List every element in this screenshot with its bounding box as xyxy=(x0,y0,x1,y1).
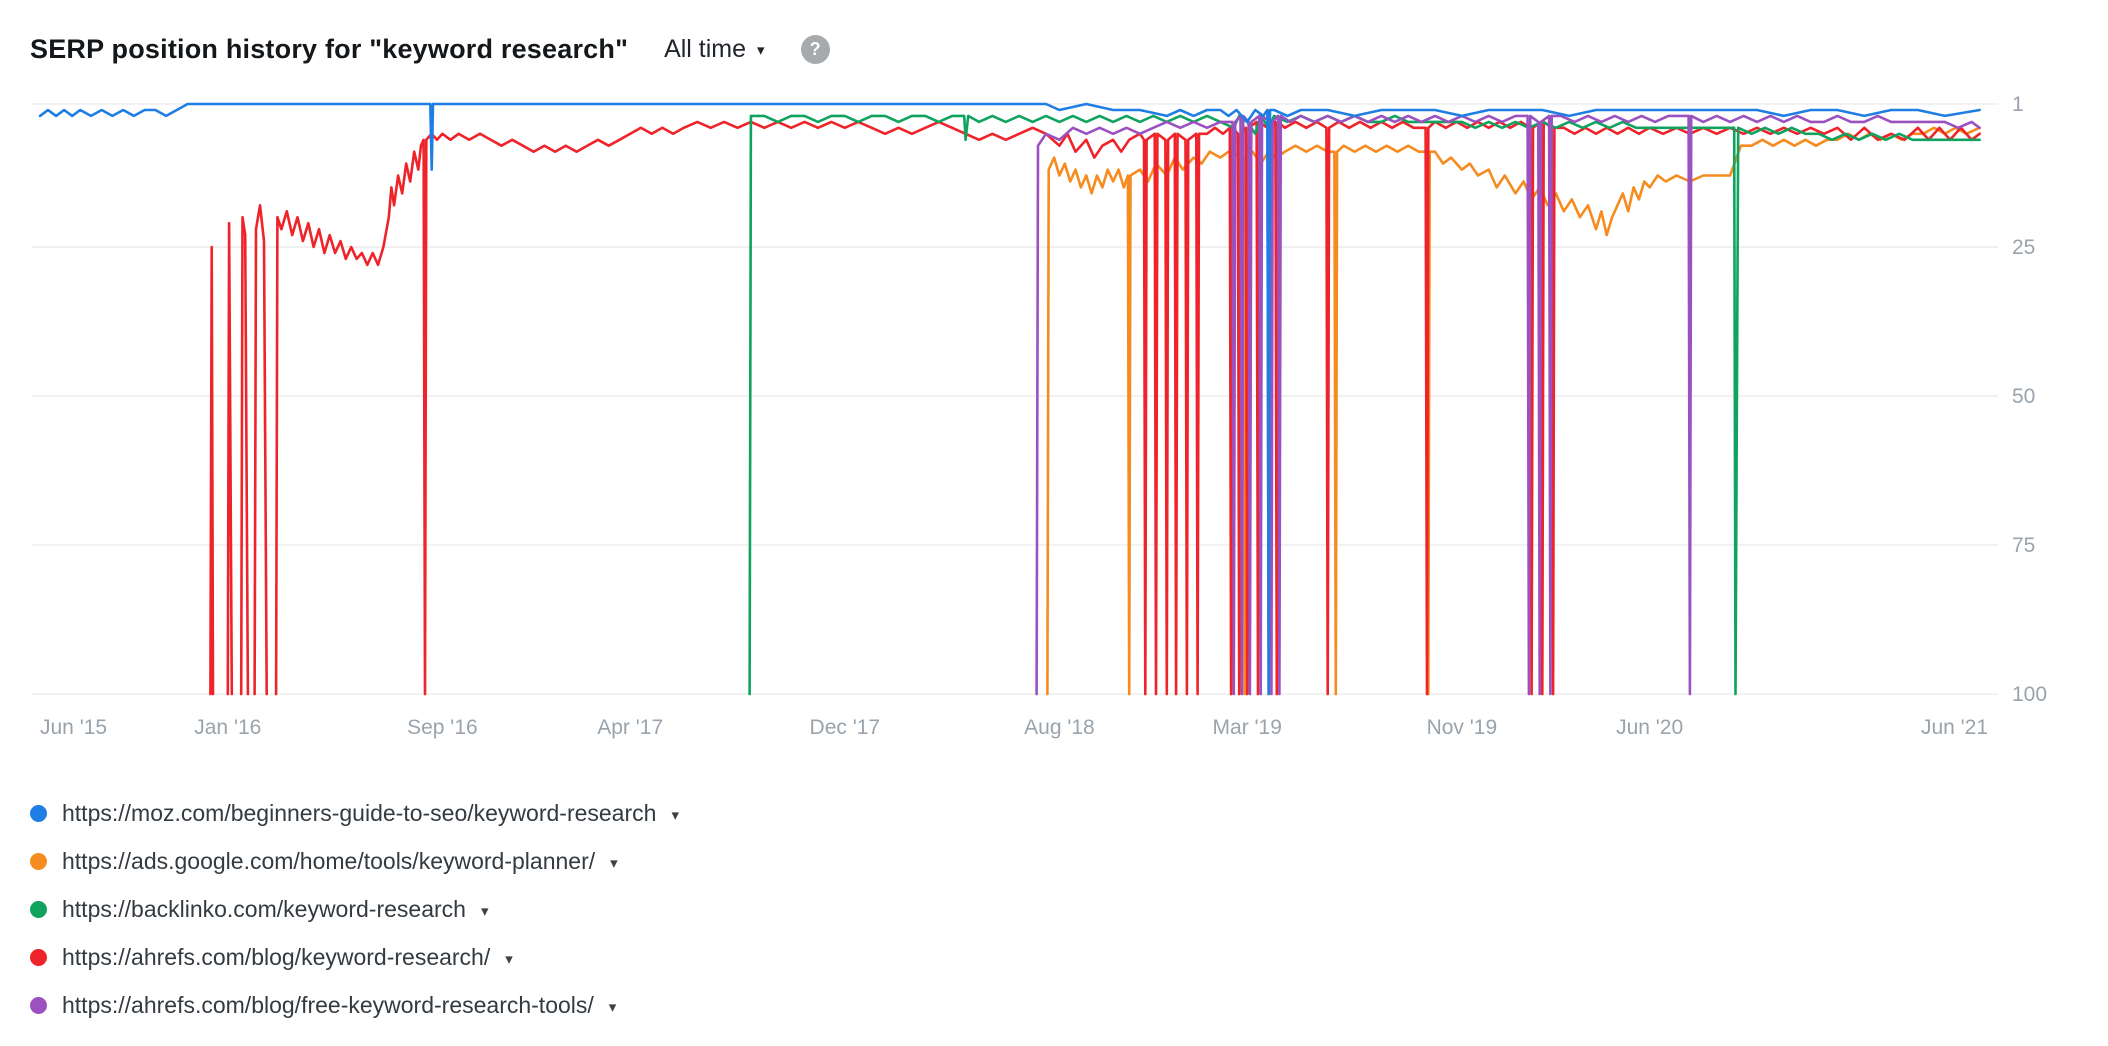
y-axis-tick: 1 xyxy=(2012,93,2024,116)
x-axis-tick: Nov '19 xyxy=(1427,716,1498,739)
legend-url-label: https://ads.google.com/home/tools/keywor… xyxy=(62,847,596,874)
x-axis-tick: Jun '15 xyxy=(40,716,107,739)
y-axis-tick: 75 xyxy=(2012,534,2035,557)
series-line xyxy=(253,204,269,696)
x-axis-tick: Jun '21 xyxy=(1921,716,1988,739)
time-range-label: All time xyxy=(664,34,747,63)
series-line xyxy=(274,120,1981,696)
y-axis-tick: 100 xyxy=(2012,683,2047,706)
x-axis-tick: Sep '16 xyxy=(407,716,478,739)
time-range-selector[interactable]: All time ▾ xyxy=(664,35,765,64)
legend-item[interactable]: https://ads.google.com/home/tools/keywor… xyxy=(30,837,618,885)
legend-url-label: https://ahrefs.com/blog/keyword-research… xyxy=(62,943,491,970)
chart-area: 1 25 50 75 100 Jun '15 Jan '16 Sep '16 Apr '17 De… xyxy=(0,74,2108,769)
series-line xyxy=(38,102,1981,696)
series-line xyxy=(1046,126,1981,696)
x-axis-tick: Aug '18 xyxy=(1024,716,1095,739)
chevron-down-icon: ▾ xyxy=(608,999,617,1016)
legend-url-label: https://backlinko.com/keyword-research xyxy=(62,895,466,922)
series-color-dot xyxy=(30,948,47,966)
chart-header: SERP position history for "keyword resea… xyxy=(0,0,2108,66)
x-axis-tick: Dec '17 xyxy=(810,716,881,739)
x-axis-tick: Jun '20 xyxy=(1616,716,1683,739)
series-color-dot xyxy=(30,900,47,918)
y-axis-tick: 25 xyxy=(2012,236,2035,259)
legend-item[interactable]: https://ahrefs.com/blog/keyword-research… xyxy=(30,933,513,981)
legend-item[interactable]: https://backlinko.com/keyword-research ▾ xyxy=(30,885,488,933)
serp-chart[interactable]: 1 25 50 75 100 Jun '15 Jan '16 Sep '16 Apr '17 De… xyxy=(0,74,2108,764)
legend: https://moz.com/beginners-guide-to-seo/k… xyxy=(0,789,2108,1029)
chevron-down-icon: ▾ xyxy=(671,807,679,824)
chevron-down-icon: ▾ xyxy=(757,42,765,59)
x-axis-tick: Jan '16 xyxy=(194,716,261,739)
series-line xyxy=(239,215,250,696)
series-color-dot xyxy=(30,996,47,1014)
y-axis-tick: 50 xyxy=(2012,385,2035,408)
series-line xyxy=(209,245,215,696)
page-title: SERP position history for "keyword resea… xyxy=(30,33,629,64)
legend-item[interactable]: https://ahrefs.com/blog/free-keyword-res… xyxy=(30,981,616,1029)
help-icon[interactable]: ? xyxy=(800,34,830,64)
legend-url-label: https://moz.com/beginners-guide-to-seo/k… xyxy=(62,799,657,826)
x-axis-tick: Apr '17 xyxy=(597,716,663,739)
series-color-dot xyxy=(30,852,47,870)
series-line xyxy=(1035,114,1981,696)
chevron-down-icon: ▾ xyxy=(480,903,489,920)
legend-item[interactable]: https://moz.com/beginners-guide-to-seo/k… xyxy=(30,789,679,837)
series-color-dot xyxy=(30,804,47,822)
x-axis-tick: Mar '19 xyxy=(1213,716,1282,739)
chevron-down-icon: ▾ xyxy=(505,951,513,968)
series-line xyxy=(748,114,1981,696)
chevron-down-icon: ▾ xyxy=(610,855,618,872)
series-line xyxy=(226,221,234,696)
legend-url-label: https://ahrefs.com/blog/free-keyword-res… xyxy=(62,991,594,1018)
